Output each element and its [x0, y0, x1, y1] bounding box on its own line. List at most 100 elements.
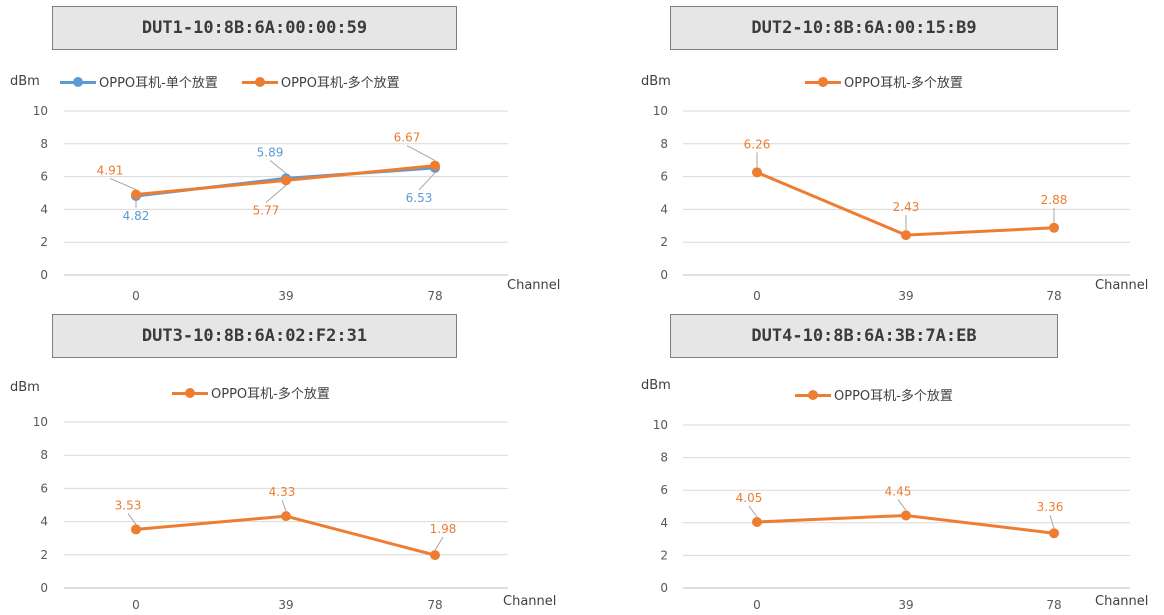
label-leader-line: [434, 536, 444, 551]
y-tick-label: 8: [40, 137, 48, 151]
data-point: [131, 189, 141, 200]
data-point: [752, 167, 762, 178]
data-label: 2.88: [1041, 193, 1068, 207]
legend-label: OPPO耳机-多个放置: [211, 387, 330, 402]
y-axis-label: dBm: [10, 380, 40, 395]
data-label: 6.53: [406, 191, 433, 205]
legend-label: OPPO耳机-多个放置: [834, 389, 953, 404]
chart-title: DUT2-10:8B:6A:00:15:B9: [670, 6, 1058, 50]
y-tick-label: 10: [653, 104, 668, 118]
legend-entry: OPPO耳机-多个放置: [241, 72, 400, 91]
y-tick-label: 6: [660, 170, 668, 184]
legend-label: OPPO耳机-多个放置: [280, 76, 400, 91]
y-tick-label: 8: [660, 451, 668, 465]
y-tick-label: 2: [660, 235, 668, 249]
label-leader-line: [897, 499, 907, 511]
x-axis-label: Channel: [1095, 278, 1149, 293]
label-leader-line: [418, 172, 436, 191]
data-label: 4.91: [97, 163, 124, 177]
data-point: [281, 175, 291, 186]
y-tick-label: 4: [660, 202, 668, 216]
data-label: 6.26: [744, 137, 771, 151]
data-label: 6.67: [394, 131, 421, 145]
label-leader-line: [265, 184, 287, 203]
y-tick-label: 6: [40, 170, 48, 184]
data-point: [901, 230, 911, 241]
x-tick-label: 0: [753, 598, 761, 612]
data-label: 3.36: [1037, 500, 1064, 514]
y-tick-label: 4: [40, 515, 48, 529]
x-tick-label: 78: [1046, 289, 1061, 303]
label-leader-line: [406, 145, 436, 162]
legend-swatch-icon: [172, 387, 208, 398]
y-tick-label: 6: [40, 481, 48, 495]
series-line: [135, 166, 436, 198]
legend-label: OPPO耳机-单个放置: [99, 76, 218, 91]
x-axis-label: Channel: [1095, 594, 1149, 609]
x-tick-label: 39: [898, 598, 913, 612]
y-tick-label: 6: [660, 483, 668, 497]
data-point: [901, 510, 911, 521]
legend-entry: OPPO耳机-多个放置: [795, 385, 953, 404]
x-tick-label: 78: [427, 598, 442, 612]
y-tick-label: 10: [33, 415, 48, 429]
x-tick-label: 39: [898, 289, 913, 303]
y-tick-label: 0: [40, 581, 48, 595]
y-axis-label: dBm: [641, 378, 671, 393]
chart-title: DUT3-10:8B:6A:02:F2:31: [52, 314, 457, 358]
y-tick-label: 10: [33, 104, 48, 118]
data-label: 4.33: [269, 485, 296, 499]
data-point: [281, 173, 291, 184]
y-axis-label: dBm: [10, 74, 40, 89]
data-point: [1049, 528, 1059, 539]
data-point: [430, 162, 440, 173]
data-point: [430, 160, 440, 171]
chart-title: DUT4-10:8B:6A:3B:7A:EB: [670, 314, 1058, 358]
x-tick-label: 0: [132, 598, 140, 612]
x-tick-label: 39: [278, 598, 293, 612]
y-tick-label: 8: [40, 448, 48, 462]
data-label: 2.43: [893, 200, 920, 214]
legend-entry: OPPO耳机-多个放置: [172, 383, 330, 402]
label-leader-line: [269, 160, 287, 174]
y-tick-label: 0: [660, 268, 668, 282]
label-leader-line: [127, 513, 137, 525]
legend-swatch-icon: [60, 76, 96, 87]
x-tick-label: 0: [753, 289, 761, 303]
legend-entry: OPPO耳机-单个放置: [60, 72, 218, 91]
y-tick-label: 10: [653, 418, 668, 432]
data-label: 3.53: [115, 498, 142, 512]
legend-entry: OPPO耳机-多个放置: [805, 72, 963, 91]
legend: OPPO耳机-多个放置: [805, 72, 981, 91]
x-axis-label: Channel: [507, 278, 561, 293]
data-label: 5.77: [253, 203, 280, 217]
series-line: [135, 514, 436, 557]
y-tick-label: 8: [660, 137, 668, 151]
legend-label: OPPO耳机-多个放置: [844, 76, 963, 91]
data-label: 1.98: [430, 522, 457, 536]
data-label: 4.82: [123, 209, 150, 223]
data-label: 5.89: [257, 145, 284, 159]
x-tick-label: 0: [132, 289, 140, 303]
label-leader-line: [109, 178, 137, 190]
series-line: [756, 513, 1055, 535]
y-axis-label: dBm: [641, 74, 671, 89]
x-tick-label: 39: [278, 289, 293, 303]
legend-swatch-icon: [241, 76, 278, 87]
x-tick-label: 78: [427, 289, 442, 303]
chart-title: DUT1-10:8B:6A:00:00:59: [52, 6, 457, 50]
x-axis-label: Channel: [503, 594, 557, 609]
data-point: [131, 524, 141, 535]
data-point: [1049, 222, 1059, 233]
data-label: 4.05: [736, 491, 763, 505]
data-label: 4.45: [885, 484, 912, 498]
series-line: [135, 164, 436, 196]
label-leader-line: [1049, 515, 1055, 529]
label-leader-line: [281, 499, 287, 512]
y-tick-label: 2: [40, 548, 48, 562]
data-point: [131, 190, 141, 201]
legend: OPPO耳机-多个放置: [172, 383, 348, 402]
